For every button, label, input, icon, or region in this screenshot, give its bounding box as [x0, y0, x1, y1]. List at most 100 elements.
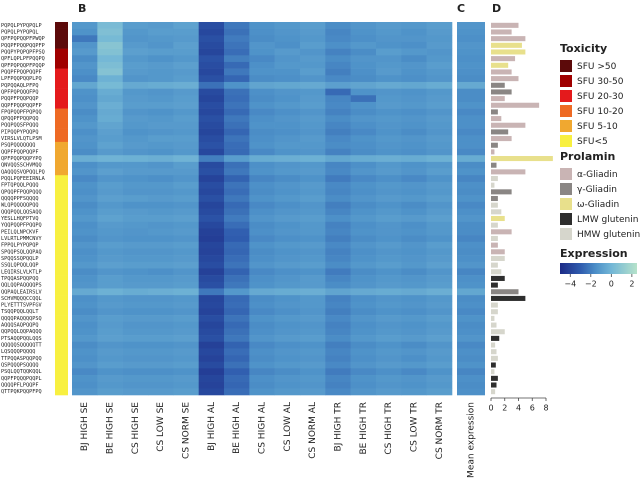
heat-cell	[97, 208, 123, 216]
heat-cell	[148, 28, 174, 36]
heat-cell	[376, 268, 402, 276]
heat-cell	[72, 301, 98, 309]
heat-cell	[376, 348, 402, 356]
heat-cell	[325, 88, 351, 96]
mean-cell	[457, 255, 485, 263]
heat-cell	[426, 361, 453, 369]
heat-cell	[224, 55, 250, 63]
heat-cell	[376, 101, 402, 109]
heat-cell	[122, 381, 149, 389]
heat-cell	[300, 328, 326, 336]
heat-cell	[72, 155, 98, 163]
heat-cell	[198, 48, 225, 56]
heat-cell	[325, 41, 351, 49]
bar	[491, 96, 505, 102]
toxicity-cell	[55, 295, 68, 303]
heat-cell	[224, 88, 250, 96]
heat-cell	[350, 308, 377, 316]
heat-cell	[274, 221, 301, 229]
bar	[491, 89, 512, 95]
heat-cell	[376, 68, 402, 76]
column-label: CS NORM TR	[435, 402, 445, 459]
heat-cell	[401, 95, 427, 103]
heat-cell	[198, 388, 225, 396]
heat-cell	[274, 228, 301, 236]
bar	[491, 142, 498, 148]
heat-cell	[300, 348, 326, 356]
heat-cell	[274, 235, 301, 243]
heat-cell	[122, 121, 149, 129]
heat-cell	[350, 41, 377, 49]
heat-cell	[173, 261, 199, 269]
heat-cell	[72, 48, 98, 56]
column-label: BE HIGH AL	[232, 402, 242, 454]
heat-cell	[122, 22, 149, 29]
heat-cell	[300, 135, 326, 143]
toxicity-cell	[55, 61, 68, 69]
heat-cell	[325, 255, 351, 263]
toxicity-cell	[55, 328, 68, 336]
heat-cell	[148, 148, 174, 156]
heat-cell	[300, 155, 326, 163]
heat-cell	[350, 328, 377, 336]
heat-cell	[224, 168, 250, 176]
heat-cell	[325, 368, 351, 376]
heat-cell	[122, 188, 149, 196]
legend-label: SFU 30-50	[577, 77, 624, 87]
row-label: LVLRTLPMMCNVY	[1, 236, 42, 242]
heat-cell	[72, 295, 98, 303]
mean-cell	[457, 22, 485, 29]
x-tick-label: 4	[516, 404, 521, 413]
heat-cell	[274, 201, 301, 209]
heat-cell	[426, 115, 453, 123]
mean-cell	[457, 195, 485, 203]
mean-cell	[457, 35, 485, 43]
legend-label: α-Gliadin	[577, 170, 618, 180]
heat-cell	[198, 208, 225, 216]
heat-cell	[376, 221, 402, 229]
heat-cell	[72, 361, 98, 369]
heat-cell	[198, 128, 225, 136]
heat-cell	[148, 255, 174, 263]
heat-cell	[401, 288, 427, 296]
heat-cell	[173, 295, 199, 303]
heat-cell	[401, 55, 427, 63]
mean-cell	[457, 281, 485, 289]
toxicity-cell	[55, 101, 68, 109]
heat-cell	[72, 135, 98, 143]
heat-cell	[148, 335, 174, 343]
heat-cell	[198, 41, 225, 49]
heat-cell	[148, 348, 174, 356]
heat-cell	[300, 148, 326, 156]
heat-cell	[72, 81, 98, 89]
heat-cell	[148, 375, 174, 382]
legend-label: γ-Gliadin	[577, 185, 617, 195]
heat-cell	[300, 61, 326, 69]
heat-cell	[122, 175, 149, 183]
row-label: PIPQQPYPQQPQ	[1, 129, 38, 135]
heat-cell	[274, 215, 301, 223]
heat-cell	[249, 281, 275, 289]
heat-cell	[376, 361, 402, 369]
heat-cell	[401, 341, 427, 349]
heat-cell	[224, 235, 250, 243]
heat-cell	[97, 81, 123, 89]
mean-cell	[457, 228, 485, 236]
heat-cell	[350, 148, 377, 156]
heat-cell	[72, 175, 98, 183]
toxicity-cell	[55, 28, 68, 36]
heat-cell	[274, 355, 301, 362]
heat-cell	[350, 75, 377, 83]
heat-cell	[224, 241, 250, 249]
heat-cell	[224, 361, 250, 369]
heat-cell	[426, 328, 453, 336]
heat-cell	[122, 41, 149, 49]
heat-cell	[224, 308, 250, 316]
heat-cell	[401, 235, 427, 243]
heat-cell	[173, 361, 199, 369]
heat-cell	[249, 308, 275, 316]
bar	[491, 209, 502, 215]
heat-cell	[148, 261, 174, 269]
heat-cell	[72, 255, 98, 263]
heat-cell	[97, 141, 123, 149]
